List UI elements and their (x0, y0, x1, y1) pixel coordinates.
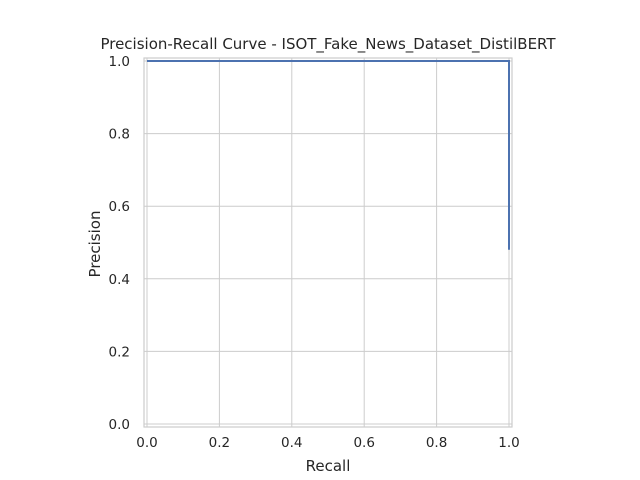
y-tick-label: 0.2 (109, 344, 130, 360)
y-tick-label: 0.6 (109, 199, 130, 215)
plot-frame (143, 57, 513, 428)
y-tick-label: 1.0 (109, 54, 130, 70)
x-axis-label: Recall (306, 457, 351, 475)
chart-title: Precision-Recall Curve - ISOT_Fake_News_… (100, 35, 556, 54)
x-axis-ticks: 0.0 0.2 0.4 0.6 0.8 1.0 (136, 435, 519, 451)
x-tick-label: 0.0 (136, 435, 157, 451)
y-tick-label: 0.8 (109, 127, 130, 143)
x-tick-label: 0.4 (281, 435, 302, 451)
x-tick-label: 0.2 (209, 435, 230, 451)
x-tick-label: 0.8 (426, 435, 447, 451)
grid (144, 58, 512, 427)
y-tick-label: 0.4 (109, 272, 130, 288)
y-tick-label: 0.0 (109, 417, 130, 433)
y-axis-ticks: 0.0 0.2 0.4 0.6 0.8 1.0 (109, 54, 130, 433)
y-axis-label: Precision (86, 211, 104, 278)
series-group (147, 60, 510, 250)
x-tick-label: 1.0 (498, 435, 519, 451)
pr-curve-line (147, 60, 510, 250)
x-tick-label: 0.6 (353, 435, 374, 451)
